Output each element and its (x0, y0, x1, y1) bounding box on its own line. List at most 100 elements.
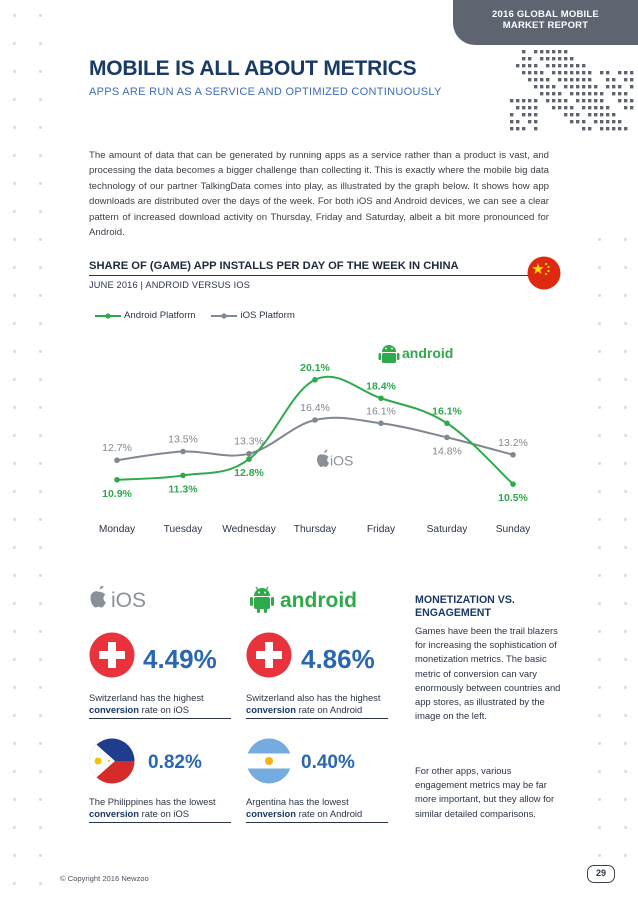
world-map-dot (552, 57, 556, 61)
world-map-dot (558, 78, 562, 82)
world-map-dot (576, 78, 580, 82)
world-map-dot (564, 50, 568, 54)
world-map-dot (534, 99, 538, 103)
sidebar-title: MONETIZATION VS. ENGAGEMENT (415, 594, 515, 619)
world-map-dot (522, 106, 526, 110)
x-axis-tick-label: Monday (99, 524, 136, 535)
decor-dot (624, 350, 627, 353)
decor-dot (13, 882, 16, 885)
decor-dot (13, 70, 16, 73)
decor-dot (39, 98, 42, 101)
world-map-dot (618, 127, 622, 131)
decor-dot (598, 574, 601, 577)
decor-dot (39, 154, 42, 157)
decor-dot (624, 742, 627, 745)
decor-dot (624, 630, 627, 633)
world-map-dot (576, 120, 580, 124)
android-data-label: 16.1% (432, 405, 462, 417)
decor-dot (13, 658, 16, 661)
world-map-dot (588, 106, 592, 110)
android-data-point (114, 476, 120, 483)
metric-android-high-desc: Switzerland also has the highest convers… (246, 692, 406, 715)
decor-dot (39, 378, 42, 381)
world-map-dot (546, 57, 550, 61)
world-map-dot (546, 92, 550, 96)
decor-dot (598, 714, 601, 717)
world-map-dot (558, 50, 562, 54)
decor-dot (13, 518, 16, 521)
world-map-dot (594, 92, 598, 96)
decor-dot (39, 798, 42, 801)
decor-dot (13, 546, 16, 549)
world-map-dot (552, 106, 556, 110)
decor-dot (624, 770, 627, 773)
world-map-dot (588, 92, 592, 96)
decor-dot (624, 826, 627, 829)
ios-data-label: 12.7% (102, 442, 132, 454)
ios-data-point (378, 420, 384, 427)
world-map-dot (600, 99, 604, 103)
decor-dot (39, 658, 42, 661)
world-map-dot (522, 64, 526, 68)
world-map-dot (570, 78, 574, 82)
decor-dot (13, 294, 16, 297)
world-map-dot (564, 99, 568, 103)
decor-dot (598, 686, 601, 689)
world-map-dot (600, 127, 604, 131)
world-map-dot (582, 92, 586, 96)
world-map-dot (612, 127, 616, 131)
world-map-dot (528, 106, 532, 110)
line-chart: android iOS 10.9% 11.3% 12.8% 20.1% 18.4% 16.… (99, 345, 531, 535)
metric-ios-low-desc-post: rate on iOS (141, 807, 190, 819)
world-map-dot (516, 64, 520, 68)
android-data-label: 11.3% (168, 483, 198, 495)
world-map-dot (588, 71, 592, 75)
world-map-dot (582, 120, 586, 124)
intro-paragraph: The amount of data that can be generated… (89, 150, 549, 239)
decor-dot (598, 826, 601, 829)
decor-dot (13, 742, 16, 745)
world-map-dot (606, 71, 610, 75)
world-map-dot (588, 85, 592, 89)
decor-dot (39, 434, 42, 437)
world-map-dot (528, 71, 532, 75)
chart-ios-badge-text: iOS (330, 453, 353, 469)
world-map-dot (588, 113, 592, 117)
world-map-dot (558, 71, 562, 75)
ios-data-label: 16.1% (366, 405, 396, 417)
sidebar-paragraph-1: Games have been the trail blazers for in… (415, 625, 561, 722)
decor-dot (624, 406, 627, 409)
world-map-dot (612, 113, 616, 117)
decor-dot (39, 126, 42, 129)
decor-dot (624, 378, 627, 381)
world-map-dot (558, 99, 562, 103)
decor-dot (13, 406, 16, 409)
world-map-dot (534, 113, 538, 117)
world-map-dot (600, 106, 604, 110)
world-map-dot (588, 99, 592, 103)
decor-dot (598, 602, 601, 605)
ios-data-point (114, 457, 120, 464)
world-map-dot (570, 106, 574, 110)
world-map-dot (582, 71, 586, 75)
android-series-line (116, 375, 514, 485)
world-map-dot (540, 71, 544, 75)
decor-dot (598, 350, 601, 353)
world-map-dot (582, 78, 586, 82)
metric-ios-low-desc-pre: The Philippines has the lowest (89, 796, 216, 807)
world-map-dot (534, 64, 538, 68)
world-map-dot (630, 99, 634, 103)
world-map-dot (564, 113, 568, 117)
china-flag-icon (527, 256, 561, 290)
world-map-dot (582, 85, 586, 89)
switzerland-flag-icon (246, 632, 292, 678)
metric-android-high-value: 4.86% (301, 644, 375, 674)
world-map-dot (564, 106, 568, 110)
ios-data-point (312, 417, 318, 423)
decor-dot (13, 462, 16, 465)
decor-dot (39, 770, 42, 773)
world-map-dot (540, 85, 544, 89)
world-map-dot (570, 120, 574, 124)
chart-android-badge: android (378, 345, 453, 363)
decor-dot (598, 770, 601, 773)
